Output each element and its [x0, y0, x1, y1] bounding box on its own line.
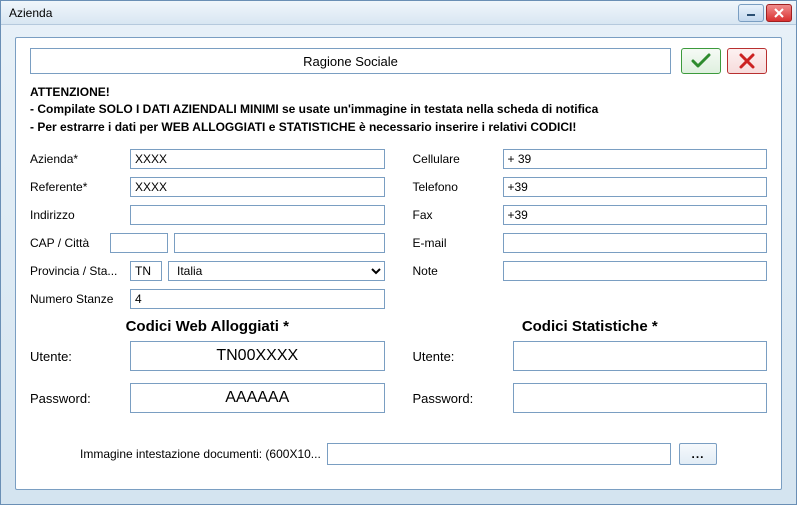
email-input[interactable] [503, 233, 768, 253]
close-button[interactable] [766, 4, 792, 22]
confirm-button[interactable] [681, 48, 721, 74]
web-password-label: Password: [30, 391, 130, 406]
referente-input[interactable] [130, 177, 385, 197]
cellulare-label: Cellulare [413, 152, 503, 166]
stat-utente-input[interactable] [513, 341, 768, 371]
stato-select[interactable]: Italia [168, 261, 385, 281]
window-buttons [738, 4, 792, 22]
codici-web-heading: Codici Web Alloggiati * [30, 318, 385, 335]
content-panel: Ragione Sociale ATTENZIONE! - Compilate … [15, 37, 782, 490]
email-label: E-mail [413, 236, 503, 250]
x-icon [738, 53, 756, 69]
indirizzo-label: Indirizzo [30, 208, 130, 222]
image-path-label: Immagine intestazione documenti: (600X10… [80, 447, 321, 461]
indirizzo-input[interactable] [130, 205, 385, 225]
close-icon [774, 8, 784, 18]
header-actions [681, 48, 767, 74]
stat-password-input[interactable] [513, 383, 768, 413]
image-path-input[interactable] [327, 443, 671, 465]
web-password-input[interactable] [130, 383, 385, 413]
form-columns: Azienda* Referente* Indirizzo CAP / Citt… [30, 148, 767, 425]
warning-heading: ATTENZIONE! [30, 84, 767, 101]
note-label: Note [413, 264, 503, 278]
window-title: Azienda [9, 6, 738, 20]
web-utente-label: Utente: [30, 349, 130, 364]
header-row: Ragione Sociale [30, 48, 767, 74]
minimize-button[interactable] [738, 4, 764, 22]
num-stanze-input[interactable] [130, 289, 385, 309]
minimize-icon [746, 9, 756, 17]
web-utente-input[interactable] [130, 341, 385, 371]
num-stanze-label: Numero Stanze [30, 292, 130, 306]
cancel-button[interactable] [727, 48, 767, 74]
azienda-label: Azienda* [30, 152, 130, 166]
fax-input[interactable] [503, 205, 768, 225]
warning-line-2: - Per estrarre i dati per WEB ALLOGGIATI… [30, 119, 767, 136]
referente-label: Referente* [30, 180, 130, 194]
provincia-input[interactable] [130, 261, 162, 281]
header-title: Ragione Sociale [30, 48, 671, 74]
codici-stat-heading: Codici Statistiche * [413, 318, 768, 335]
cap-input[interactable] [110, 233, 168, 253]
titlebar: Azienda [1, 1, 796, 25]
telefono-label: Telefono [413, 180, 503, 194]
app-window: Azienda Ragione Sociale [0, 0, 797, 505]
right-column: Cellulare Telefono Fax E-mail Note [413, 148, 768, 425]
stat-utente-label: Utente: [413, 349, 513, 364]
prov-stato-label: Provincia / Sta... [30, 264, 130, 278]
cellulare-input[interactable] [503, 149, 768, 169]
note-input[interactable] [503, 261, 768, 281]
check-icon [690, 53, 712, 69]
azienda-input[interactable] [130, 149, 385, 169]
stat-password-label: Password: [413, 391, 513, 406]
left-column: Azienda* Referente* Indirizzo CAP / Citt… [30, 148, 385, 425]
warning-block: ATTENZIONE! - Compilate SOLO I DATI AZIE… [30, 84, 767, 136]
footer-row: Immagine intestazione documenti: (600X10… [30, 443, 767, 465]
cap-citta-label: CAP / Città [30, 236, 110, 250]
warning-line-1: - Compilate SOLO I DATI AZIENDALI MINIMI… [30, 101, 767, 118]
fax-label: Fax [413, 208, 503, 222]
browse-button[interactable]: ... [679, 443, 717, 465]
citta-input[interactable] [174, 233, 385, 253]
telefono-input[interactable] [503, 177, 768, 197]
